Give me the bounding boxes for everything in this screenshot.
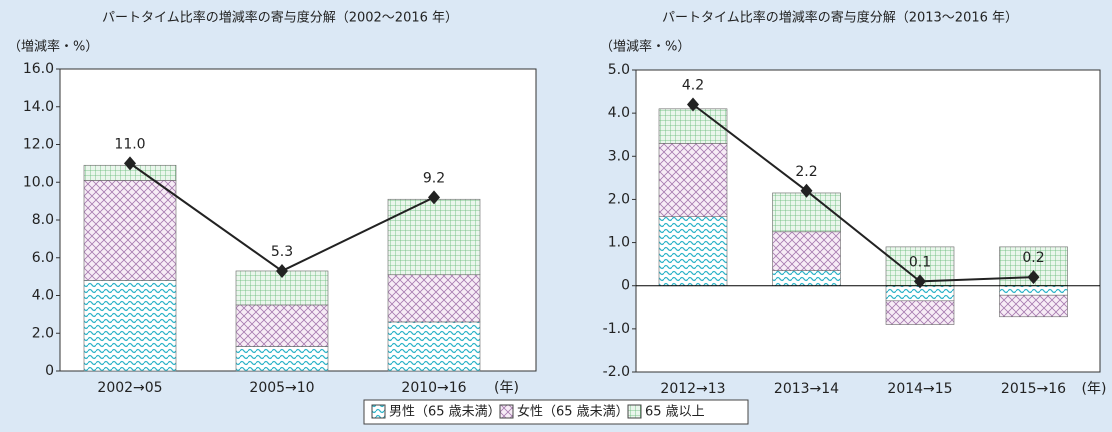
bar-segment: [772, 270, 841, 287]
y-tick-label: -1.0: [603, 321, 630, 337]
x-axis-unit: (年): [494, 380, 519, 396]
line-marker: [800, 183, 813, 198]
line-marker: [687, 97, 699, 112]
legend-label: 65 歳以上: [645, 405, 705, 420]
legend-swatch: [499, 404, 514, 419]
x-tick-label: 2002→05: [97, 380, 162, 396]
y-tick-label: 0: [45, 363, 54, 379]
y-tick-label: 2.0: [608, 191, 630, 207]
bar-segment: [235, 304, 329, 347]
line-marker: [428, 190, 440, 205]
bar-segment: [235, 346, 329, 372]
y-axis-label: （増減率・%）: [8, 39, 98, 55]
y-tick-label: -2.0: [603, 364, 630, 380]
line-marker: [914, 274, 926, 289]
bar-segment: [999, 285, 1068, 296]
y-tick-label: 10.0: [23, 174, 54, 190]
data-label: 2.2: [795, 164, 817, 180]
y-tick-label: 4.0: [32, 288, 54, 304]
y-tick-label: 3.0: [608, 148, 630, 164]
bar-segment: [772, 231, 841, 271]
y-tick-label: 5.0: [608, 62, 630, 78]
legend-swatch: [371, 404, 386, 419]
bar-segment: [885, 300, 955, 325]
line-marker: [124, 156, 136, 171]
data-label: 5.3: [271, 244, 293, 260]
line: [692, 103, 1034, 283]
data-label: 0.2: [1022, 250, 1044, 266]
x-axis-unit: (年): [1082, 381, 1107, 397]
y-tick-label: 8.0: [32, 212, 54, 228]
data-label: 0.1: [909, 254, 931, 270]
bar-segment: [83, 280, 177, 372]
bar-segment: [772, 192, 841, 233]
chart-title: パートタイム比率の増減率の寄与度分解（2013～2016 年）: [662, 10, 1018, 26]
legend-label: 男性（65 歳未満）: [389, 405, 501, 420]
legend-swatch: [627, 404, 642, 419]
bar-segment: [387, 198, 481, 276]
y-tick-label: 0: [621, 278, 630, 294]
data-label: 9.2: [423, 170, 445, 186]
y-tick-label: 1.0: [608, 235, 630, 251]
x-tick-label: 2013→14: [774, 381, 839, 397]
data-label: 11.0: [114, 136, 145, 152]
bar-segment: [658, 143, 728, 217]
legend-box: [363, 399, 749, 425]
bar-segment: [83, 180, 177, 281]
chart-title: パートタイム比率の増減率の寄与度分解（2002～2016 年）: [102, 10, 458, 26]
x-tick-label: 2012→13: [660, 381, 725, 397]
x-tick-label: 2005→10: [249, 380, 314, 396]
bar-segment: [387, 274, 481, 323]
line-marker: [276, 263, 288, 278]
bar-segment: [658, 108, 728, 144]
y-tick-label: 6.0: [32, 250, 54, 266]
bar-segment: [387, 321, 481, 372]
bar-segment: [658, 216, 728, 287]
data-label: 4.2: [682, 78, 704, 94]
x-tick-label: 2015→16: [1001, 381, 1066, 397]
y-tick-label: 2.0: [32, 325, 54, 341]
y-axis-label: （増減率・%）: [600, 39, 690, 55]
y-tick-label: 14.0: [23, 99, 54, 115]
x-tick-label: 2010→16: [401, 380, 466, 396]
y-tick-label: 16.0: [23, 61, 54, 77]
legend-label: 女性（65 歳未満）: [517, 404, 629, 420]
y-tick-label: 12.0: [23, 137, 54, 153]
x-tick-label: 2014→15: [887, 381, 952, 397]
y-tick-label: 4.0: [608, 105, 630, 121]
bar-segment: [999, 294, 1068, 318]
line-marker: [1027, 270, 1040, 285]
